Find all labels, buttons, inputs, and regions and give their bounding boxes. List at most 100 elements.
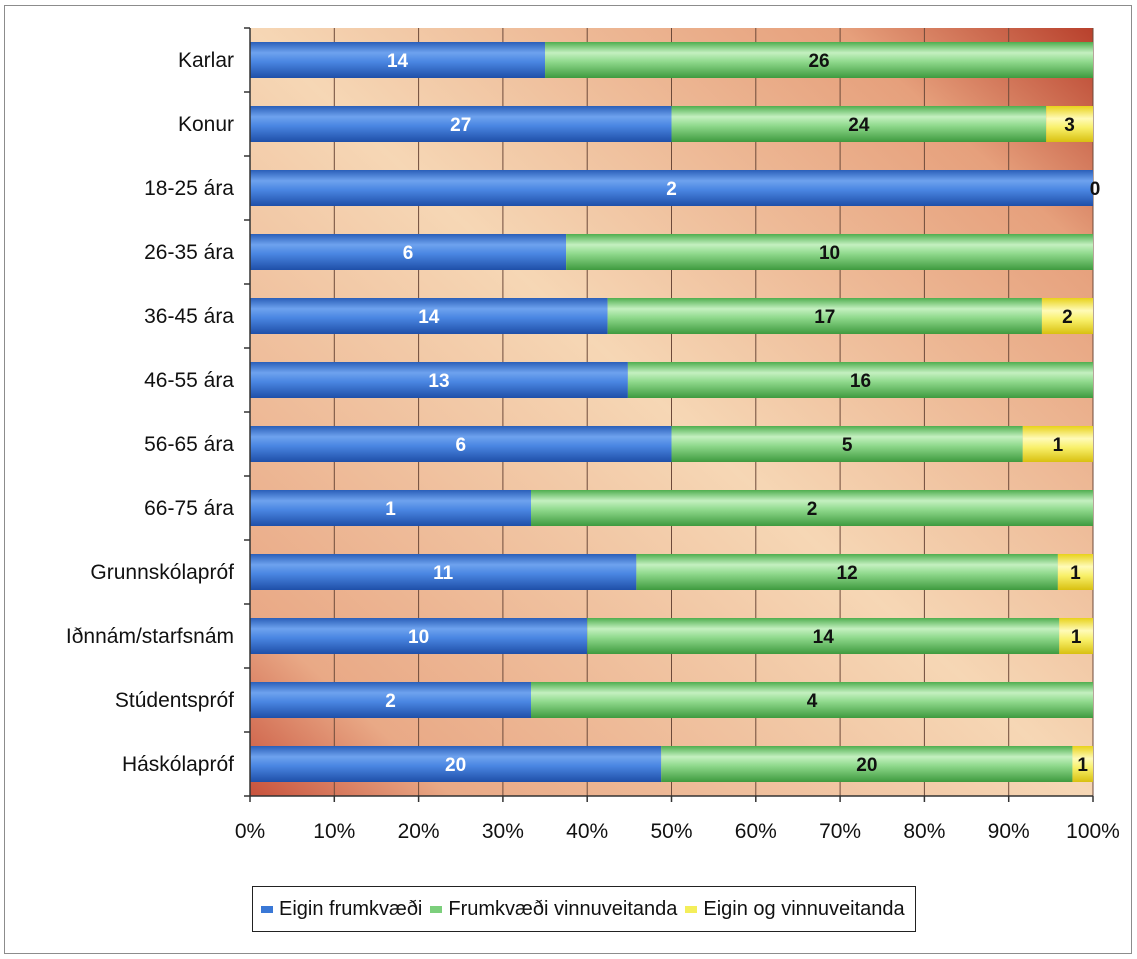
data-label: 14 <box>813 627 835 648</box>
bar-segment <box>1041 298 1093 334</box>
bar-segment <box>636 554 1058 590</box>
data-label: 6 <box>403 243 414 264</box>
data-label: 2 <box>1062 307 1073 328</box>
data-label: 16 <box>850 371 871 392</box>
data-label: 14 <box>387 51 409 72</box>
x-tick-label: 10% <box>313 820 355 843</box>
bar-segment <box>545 42 1093 78</box>
bar-segment <box>250 426 672 462</box>
legend-label: Eigin og vinnuveitanda <box>703 897 905 920</box>
bar-segment <box>1057 554 1093 590</box>
bar-segment <box>1046 106 1093 142</box>
bar-segment <box>671 426 1023 462</box>
data-label: 6 <box>455 435 466 456</box>
category-label: Karlar <box>178 49 234 72</box>
bar-segment <box>250 618 588 654</box>
bars <box>250 42 1093 782</box>
data-label: 0 <box>1090 179 1101 200</box>
category-label: Háskólapróf <box>122 753 234 776</box>
chart-frame: Karlar Konur 18-25 ára 26-35 ára 36-45 ára 46… <box>4 5 1132 954</box>
data-label: 1 <box>1077 755 1088 776</box>
data-label: 3 <box>1064 115 1075 136</box>
bar-segment <box>1072 746 1093 782</box>
x-tick-label: 80% <box>903 820 945 843</box>
bar-segment <box>250 234 567 270</box>
bar-segment <box>661 746 1073 782</box>
legend-swatch-blue <box>261 905 273 913</box>
legend-item-eigin-frumkvaedi: Eigin frumkvæði <box>261 898 422 921</box>
bar-segment <box>671 106 1047 142</box>
data-label: 24 <box>848 115 870 136</box>
legend-swatch-green <box>430 905 443 913</box>
x-tick-label: 100% <box>1066 820 1120 843</box>
category-label: Iðnnám/starfsnám <box>66 625 234 648</box>
data-label: 27 <box>450 115 471 136</box>
bar-segment <box>566 234 1093 270</box>
bar-segment <box>531 682 1093 718</box>
legend-label: Eigin frumkvæði <box>279 897 423 920</box>
legend-label: Frumkvæði vinnuveitanda <box>448 897 678 920</box>
bar-segment <box>1059 618 1093 654</box>
data-label: 20 <box>445 755 466 776</box>
category-label: 66-75 ára <box>144 497 234 520</box>
bar-segment <box>250 42 546 78</box>
category-label: Grunnskólapróf <box>90 561 234 584</box>
bar-segment <box>587 618 1060 654</box>
data-label: 26 <box>808 51 829 72</box>
bar-segment <box>627 362 1093 398</box>
x-tick-label: 20% <box>398 820 440 843</box>
bar-segment <box>250 554 637 590</box>
data-label: 1 <box>385 499 396 520</box>
data-label: 17 <box>814 307 835 328</box>
bar-segment <box>250 362 628 398</box>
data-label: 2 <box>666 179 677 200</box>
data-label: 11 <box>433 563 454 584</box>
bar-segment <box>250 170 1093 206</box>
bar-segment <box>250 106 672 142</box>
data-label: 1 <box>1053 435 1064 456</box>
category-label: 26-35 ára <box>144 241 234 264</box>
x-tick-label: 40% <box>566 820 608 843</box>
x-tick-label: 70% <box>819 820 861 843</box>
gridlines <box>333 28 1094 796</box>
bar-segment <box>1022 426 1093 462</box>
data-label: 20 <box>856 755 877 776</box>
category-label: 46-55 ára <box>144 369 234 392</box>
x-tick-label: 90% <box>988 820 1030 843</box>
x-tick-label: 30% <box>482 820 524 843</box>
legend-swatch-yellow <box>685 905 698 913</box>
bar-segment <box>531 490 1093 526</box>
x-tick-label: 60% <box>735 820 777 843</box>
category-label: 36-45 ára <box>144 305 234 328</box>
bar-segment <box>250 298 608 334</box>
data-label: 2 <box>385 691 396 712</box>
legend-item-frumkvaedi-vinnuveitanda: Frumkvæði vinnuveitanda <box>430 898 677 921</box>
data-label: 1 <box>1070 563 1081 584</box>
data-label: 4 <box>807 691 818 712</box>
data-label: 5 <box>842 435 853 456</box>
bar-segment <box>250 746 662 782</box>
category-label: 56-65 ára <box>144 433 234 456</box>
bar-segment <box>607 298 1042 334</box>
x-tick-label: 0% <box>235 820 265 843</box>
data-label: 10 <box>819 243 840 264</box>
category-label: 18-25 ára <box>144 177 234 200</box>
axes <box>244 27 1094 802</box>
data-label: 10 <box>408 627 429 648</box>
category-labels: Karlar Konur 18-25 ára 26-35 ára 36-45 ára 46… <box>66 49 234 776</box>
category-label: Stúdentspróf <box>115 689 234 712</box>
bar-segment <box>250 490 531 526</box>
bar-segment <box>250 682 531 718</box>
legend-item-eigin-og-vinnuveitanda: Eigin og vinnuveitanda <box>685 897 905 921</box>
category-label: Konur <box>178 113 234 136</box>
data-label: 13 <box>428 371 449 392</box>
legend: Eigin frumkvæði Frumkvæði vinnuveitanda … <box>252 886 916 932</box>
data-label: 1 <box>1071 627 1082 648</box>
x-tick-label: 50% <box>650 820 692 843</box>
data-label: 12 <box>837 563 858 584</box>
data-label: 14 <box>418 307 440 328</box>
data-label: 2 <box>807 499 818 520</box>
x-tick-labels: 0% 10% 20% 30% 40% 50% 60% 70% 80% 90% 100% <box>235 820 1120 843</box>
